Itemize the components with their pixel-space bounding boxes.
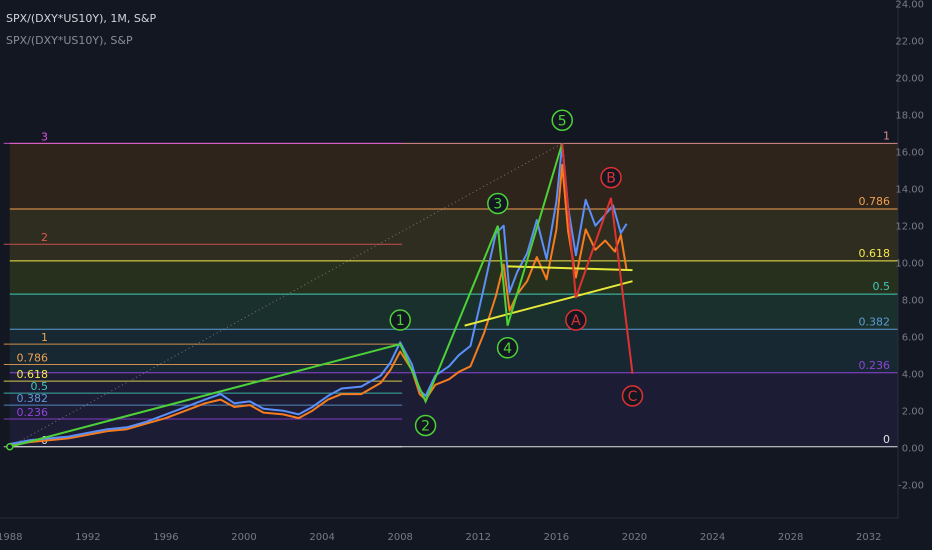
wave-label-5: 5 [558, 113, 567, 129]
trendline-1 [464, 280, 633, 327]
wave-label-2: 2 [421, 419, 430, 435]
fib-level-label-0.382: 0.382 [859, 315, 891, 328]
wave-marker-1 [389, 309, 411, 331]
wave-marker-A [565, 309, 587, 331]
fib-ext-label-0.382: 0.382 [17, 392, 49, 405]
trendline-2 [507, 265, 633, 272]
x-tick-label: 2032 [856, 532, 881, 543]
y-tick-label: 10.00 [895, 259, 924, 270]
fib-ext-label-0.5: 0.5 [31, 380, 49, 393]
y-tick-label: 16.00 [895, 148, 924, 159]
y-tick-label: 14.00 [895, 185, 924, 196]
x-tick-label: 2012 [466, 532, 491, 543]
impulse-wave-line [9, 143, 564, 448]
y-tick-label: 18.00 [895, 111, 924, 122]
y-tick-label: 2.00 [902, 407, 924, 418]
fib-level-label-0.5: 0.5 [873, 280, 891, 293]
x-tick-label: 2024 [700, 532, 725, 543]
y-tick-label: 0.00 [902, 444, 924, 455]
x-tick-label: 2020 [622, 532, 647, 543]
x-tick-label: 2000 [231, 532, 256, 543]
wave-marker-C [621, 385, 644, 407]
x-tick-label: 1992 [75, 532, 100, 543]
fib-level-label-1: 1 [883, 129, 890, 142]
x-tick-label: 2004 [309, 532, 334, 543]
fib-ext-label-0.618: 0.618 [17, 368, 49, 381]
fib-level-label-0.236: 0.236 [859, 359, 891, 372]
wave-label-4: 4 [503, 341, 512, 357]
symbol-header[interactable]: SPX/(DXY*US10Y), 1M, S&P [6, 12, 157, 25]
wave-label-A: A [571, 313, 581, 329]
x-tick-label: 1988 [0, 532, 22, 543]
y-tick-label: 4.00 [902, 370, 924, 381]
wave-origin-marker [6, 443, 14, 451]
y-tick-label: -2.00 [898, 481, 924, 492]
x-tick-label: 2028 [778, 532, 803, 543]
fib-level-label-0.786: 0.786 [859, 195, 891, 208]
fib-zone-0.5 [9, 260, 899, 295]
fib-zone-0.382 [9, 294, 899, 330]
fib-ext-label-3: 3 [41, 130, 48, 143]
indicator-header: SPX/(DXY*US10Y), S&P [6, 34, 133, 47]
fib-level-label-0.618: 0.618 [859, 247, 891, 260]
y-tick-label: 24.00 [895, 0, 924, 11]
wave-marker-2 [414, 414, 437, 437]
x-tick-label: 2008 [387, 532, 412, 543]
y-tick-label: 6.00 [902, 333, 924, 344]
wave-label-3: 3 [493, 197, 502, 213]
wave-marker-B [600, 166, 622, 189]
x-tick-label: 1996 [153, 532, 178, 543]
corrective-wave-line [561, 143, 634, 374]
y-tick-label: 8.00 [902, 296, 924, 307]
x-tick-label: 2016 [544, 532, 569, 543]
fib-zone-0.236 [9, 329, 899, 373]
wave-marker-4 [496, 337, 519, 359]
wave-marker-3 [487, 192, 509, 215]
fib-zone-0.618 [9, 209, 899, 261]
wave-label-C: C [628, 389, 638, 405]
fib-ext-label-1: 1 [41, 331, 48, 344]
wave-marker-5 [551, 109, 573, 131]
fib-zone-0.786 [9, 143, 899, 210]
y-tick-label: 22.00 [895, 37, 924, 48]
fib-ext-label-0.786: 0.786 [17, 351, 49, 364]
wave-label-1: 1 [396, 313, 405, 329]
fib-zone-0 [9, 372, 899, 447]
y-tick-label: 12.00 [895, 222, 924, 233]
fib-ext-label-0.236: 0.236 [17, 406, 49, 419]
fib-level-label-0: 0 [883, 433, 890, 446]
y-tick-label: 20.00 [895, 74, 924, 85]
fib-ext-label-2: 2 [41, 231, 48, 244]
wave-label-B: B [606, 171, 616, 187]
